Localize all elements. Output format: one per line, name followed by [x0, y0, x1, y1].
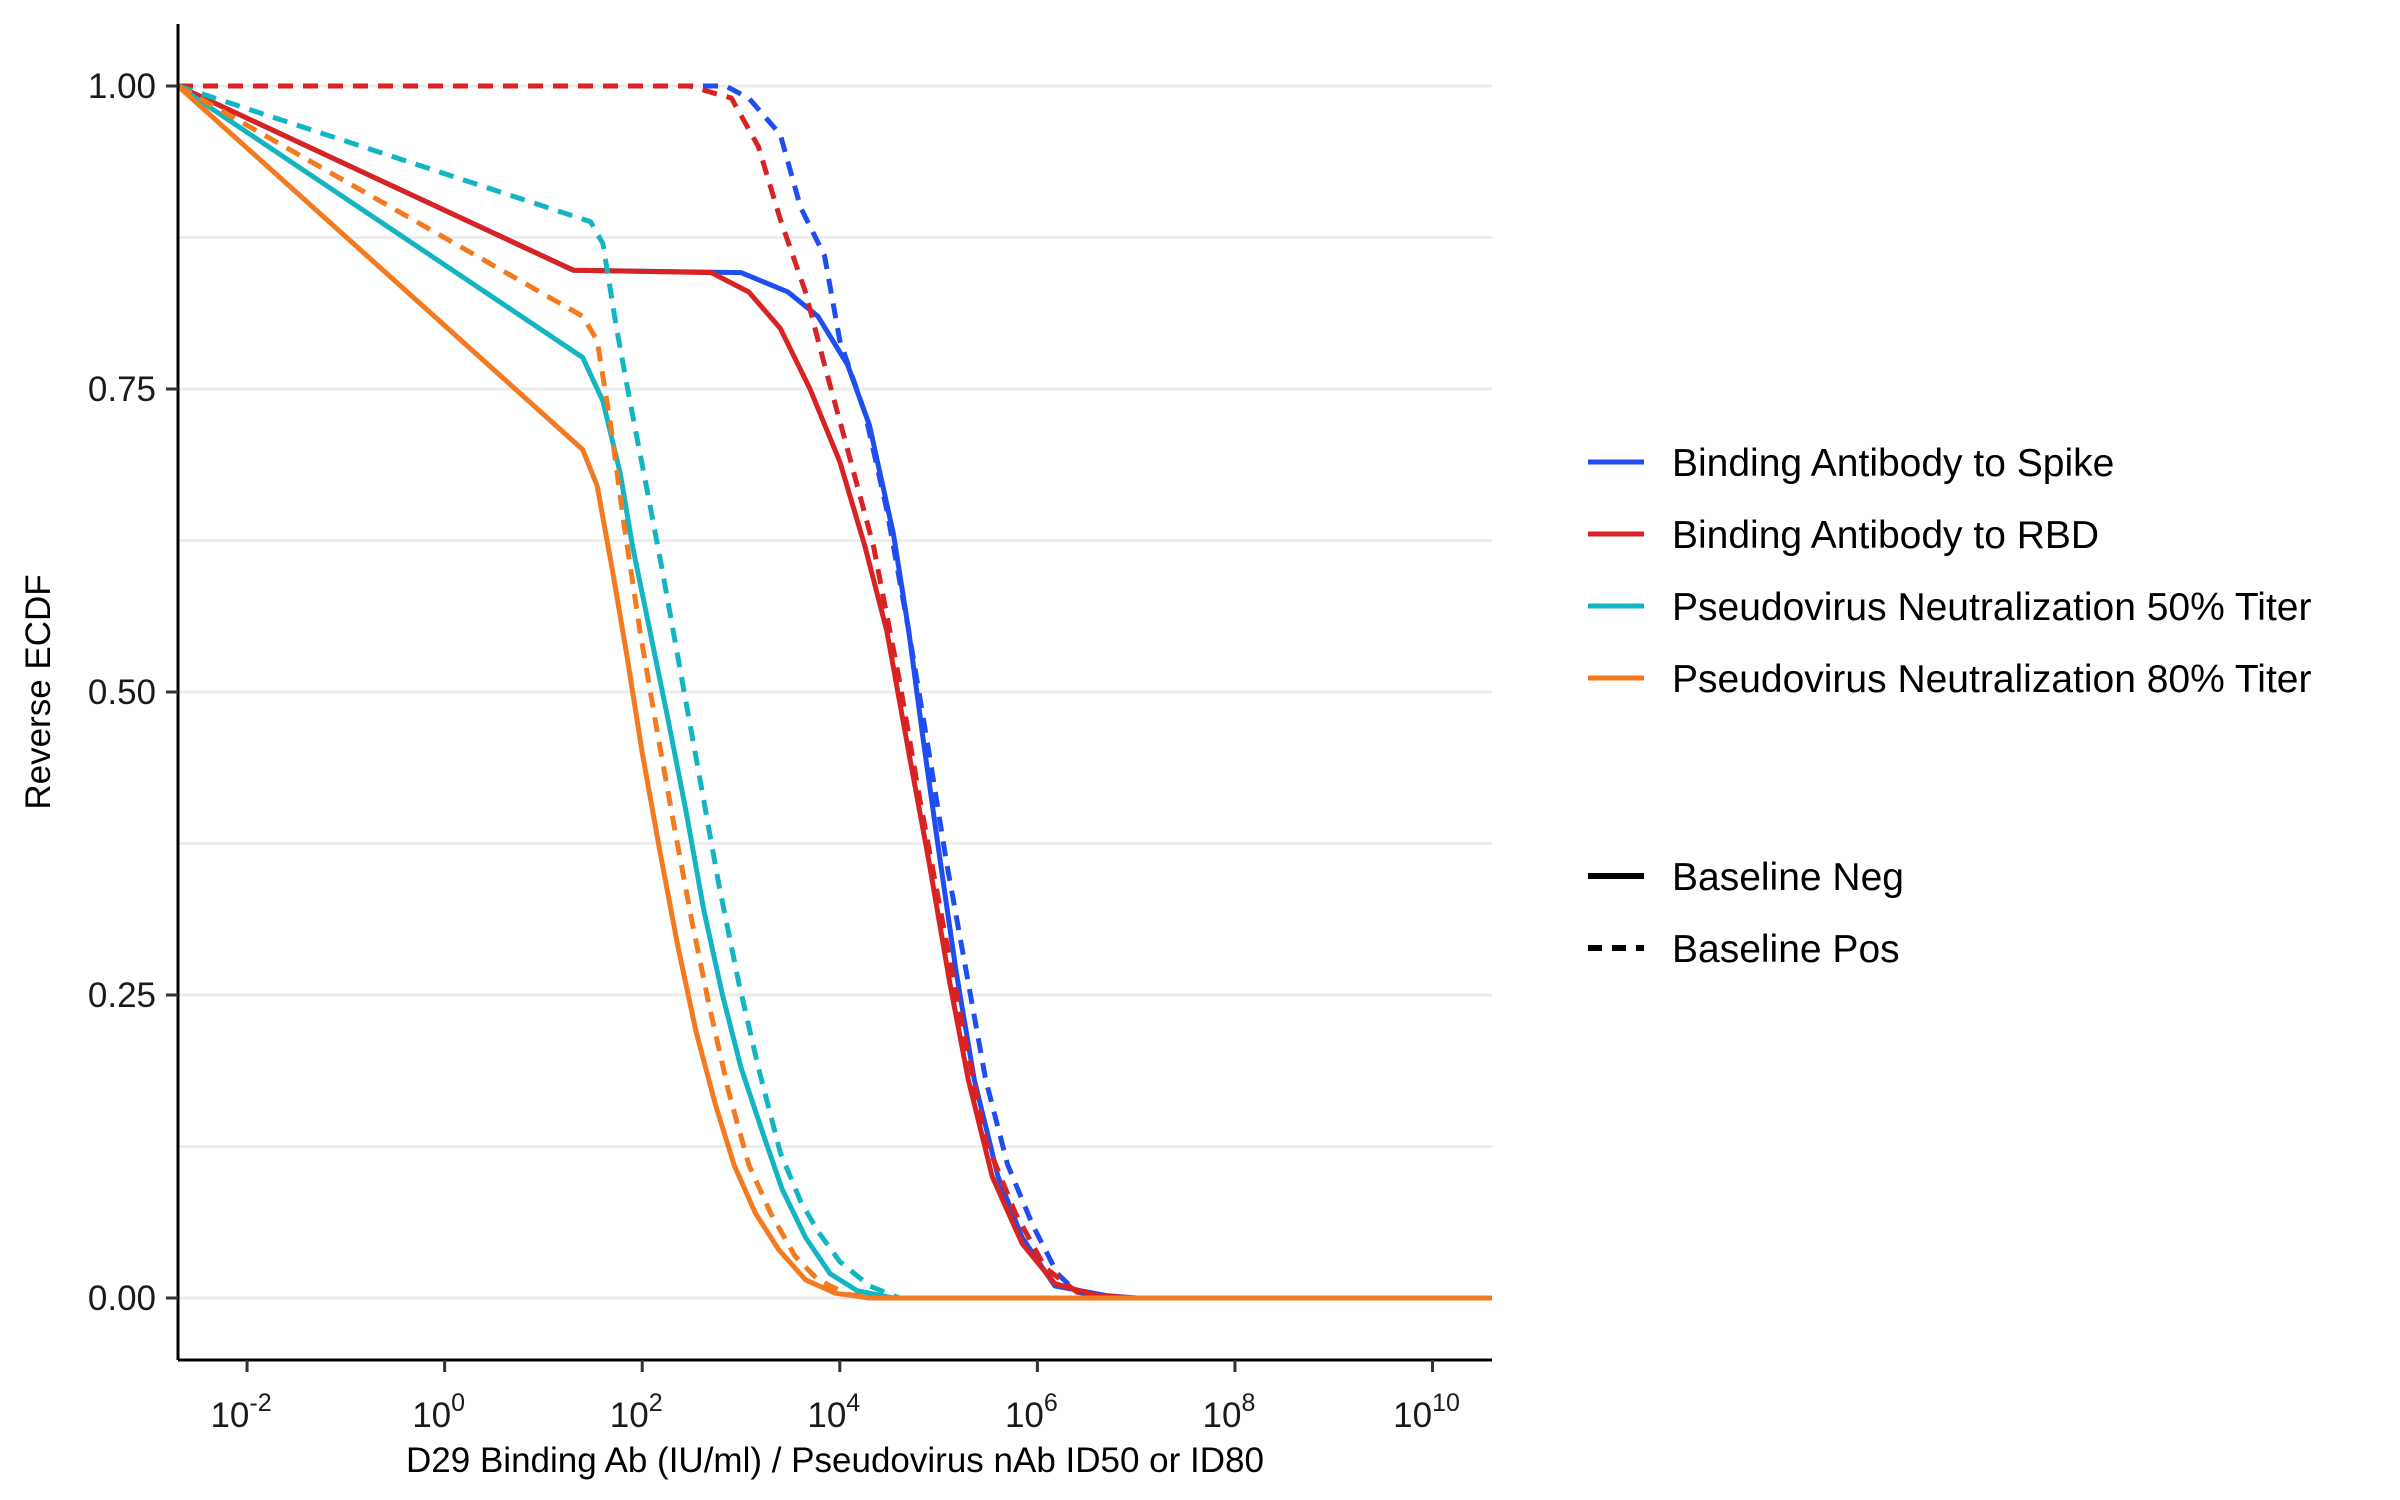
x-tick-label: 100: [412, 1389, 465, 1435]
x-ticks: 10-2 100 102 104 106 108 1010: [210, 1360, 1460, 1435]
series-line: [178, 83, 1492, 1301]
x-tick-label: 10-2: [210, 1389, 271, 1435]
x-tick-label: 106: [1005, 1389, 1058, 1435]
y-tick-label: 0.25: [88, 976, 156, 1015]
x-tick-label: 1010: [1393, 1389, 1460, 1435]
x-tick-label: 102: [610, 1389, 663, 1435]
series-line: [178, 83, 1492, 1301]
x-tick-label: 104: [807, 1389, 860, 1435]
legend-label: Pseudovirus Neutralization 50% Titer: [1672, 586, 2311, 629]
legend-label: Pseudovirus Neutralization 80% Titer: [1672, 658, 2311, 701]
series-line: [176, 84, 1492, 1301]
y-tick-label: 0.75: [88, 370, 156, 409]
y-tick-label: 0.00: [88, 1279, 156, 1318]
legend-label: Binding Antibody to RBD: [1672, 514, 2099, 557]
series-line: [177, 83, 1492, 1301]
series-line: [176, 83, 1492, 1301]
x-tick-label: 108: [1203, 1389, 1256, 1435]
legend: Binding Antibody to Spike Binding Antibod…: [1588, 442, 2311, 971]
legend-label: Binding Antibody to Spike: [1672, 442, 2114, 485]
y-tick-label: 0.50: [88, 673, 156, 712]
grid-lines: [178, 84, 1492, 1300]
legend-label: Baseline Neg: [1672, 856, 1904, 899]
series-layer: [176, 83, 1492, 1301]
y-axis-title: Reverse ECDF: [19, 574, 58, 809]
y-ticks: 0.00 0.25 0.50 0.75 1.00: [88, 67, 178, 1318]
series-line: [176, 83, 1492, 1301]
legend-label: Baseline Pos: [1672, 928, 1900, 971]
x-axis-title: D29 Binding Ab (IU/ml) / Pseudovirus nAb…: [406, 1441, 1264, 1480]
series-line: [176, 83, 1492, 1301]
y-tick-label: 1.00: [88, 67, 156, 106]
